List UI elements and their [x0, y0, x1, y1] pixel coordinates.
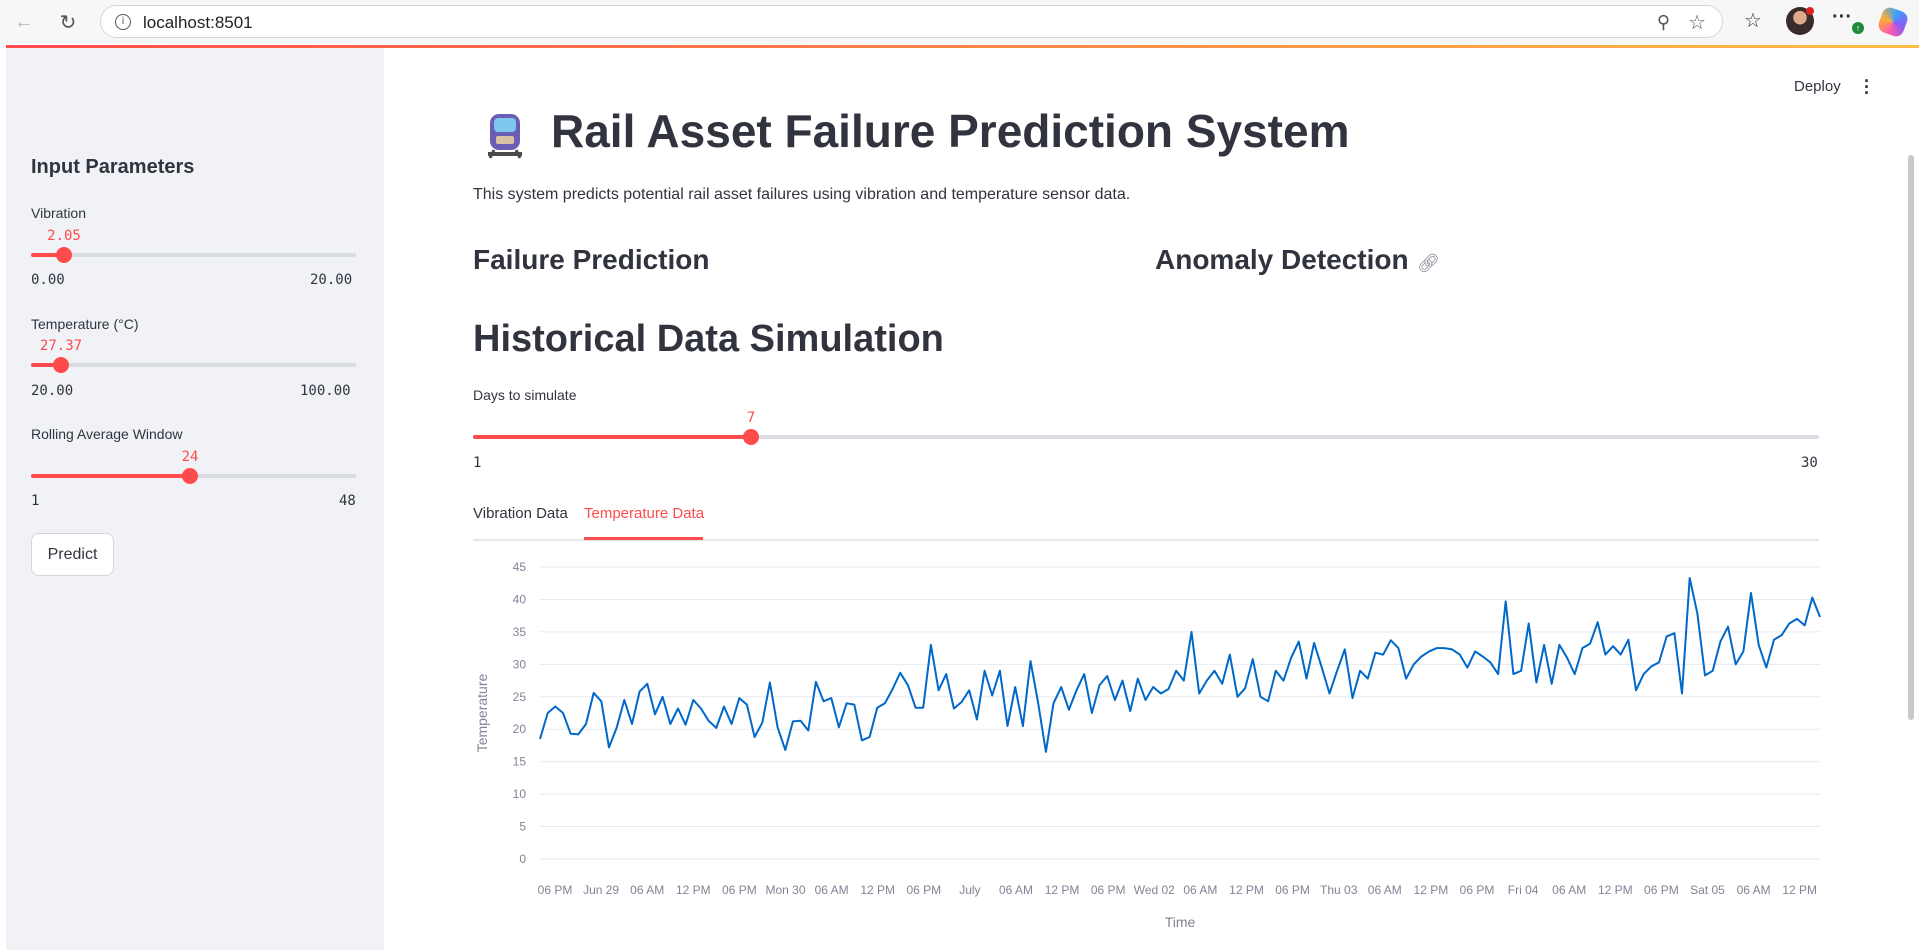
x-tick-label: 06 AM [1183, 883, 1217, 897]
predict-button[interactable]: Predict [31, 533, 114, 576]
deploy-button[interactable]: Deploy [1794, 78, 1841, 95]
x-tick-label: 12 PM [860, 883, 895, 897]
link-icon[interactable]: 🔗︎ [1417, 253, 1440, 273]
vibration-slider-fill [31, 253, 65, 257]
y-tick-label: 45 [513, 560, 527, 574]
page-scrollbar[interactable] [1908, 155, 1914, 720]
site-info-icon[interactable]: i [115, 14, 131, 30]
y-tick-label: 35 [513, 625, 527, 639]
x-tick-label: 06 PM [1091, 883, 1126, 897]
vibration-label: Vibration [31, 205, 87, 221]
page-description: This system predicts potential rail asse… [473, 186, 1131, 203]
days-slider-thumb[interactable] [743, 429, 760, 445]
x-tick-label: 06 PM [1644, 883, 1679, 897]
chart-tabs: Vibration Data Temperature Data [473, 505, 1819, 541]
vibration-slider-thumb[interactable] [56, 247, 73, 263]
vibration-max: 20.00 [310, 272, 353, 288]
temperature-label: Temperature (°C) [31, 316, 139, 332]
temperature-max: 100.00 [300, 383, 351, 399]
rolling-window-min: 1 [31, 493, 40, 509]
rolling-window-slider[interactable] [31, 468, 356, 484]
x-tick-label: 06 AM [1737, 883, 1771, 897]
y-tick-label: 30 [513, 657, 527, 671]
x-tick-label: 06 AM [999, 883, 1033, 897]
days-label: Days to simulate [473, 387, 577, 403]
zoom-icon[interactable]: ⚲ [1656, 12, 1670, 32]
x-tick-label: 06 PM [722, 883, 757, 897]
vibration-value: 2.05 [47, 228, 81, 244]
temperature-slider[interactable] [31, 357, 356, 373]
temperature-chart[interactable]: 0 5 10 15 20 25 30 35 40 45 06 PM Jun 29 06 AM 12 PM 0… [470, 550, 1830, 935]
x-tick-label: Mon 30 [765, 883, 805, 897]
x-tick-label: 12 PM [1782, 883, 1817, 897]
days-value: 7 [746, 410, 756, 426]
failure-prediction-heading: Failure Prediction [473, 244, 710, 275]
back-arrow-icon[interactable]: ← [14, 10, 34, 33]
temperature-slider-fill [31, 363, 61, 367]
notification-dot-icon [1806, 7, 1814, 15]
x-tick-label: 06 AM [815, 883, 849, 897]
vibration-slider[interactable] [31, 247, 356, 263]
y-tick-label: 25 [513, 690, 527, 704]
x-tick-label: 12 PM [1414, 883, 1449, 897]
temperature-slider-thumb[interactable] [52, 357, 69, 373]
days-slider[interactable] [473, 429, 1819, 445]
more-menu-icon[interactable]: ··· [1832, 6, 1852, 28]
x-tick-label: Jun 29 [583, 883, 619, 897]
rolling-window-slider-fill [31, 474, 190, 478]
tab-temperature-data[interactable]: Temperature Data [584, 505, 705, 522]
x-tick-label: 06 AM [1368, 883, 1402, 897]
x-tick-label: 12 PM [1045, 883, 1080, 897]
url-text[interactable]: localhost:8501 [143, 13, 253, 32]
tab-vibration-data[interactable]: Vibration Data [473, 505, 568, 522]
sidebar-title: Input Parameters [31, 156, 195, 178]
x-tick-label: Thu 03 [1320, 883, 1358, 897]
x-tick-label: 12 PM [1598, 883, 1633, 897]
x-tick-label: July [959, 883, 980, 897]
x-tick-label: 06 PM [906, 883, 941, 897]
sidebar [6, 48, 384, 950]
address-bar[interactable]: i localhost:8501 ⚲ ☆ [100, 5, 1723, 38]
y-tick-label: 15 [513, 755, 527, 769]
x-tick-label: 12 PM [1229, 883, 1264, 897]
days-max: 30 [1801, 455, 1818, 471]
days-min: 1 [473, 455, 482, 471]
train-icon [488, 114, 522, 159]
temperature-min: 20.00 [31, 383, 74, 399]
y-tick-label: 0 [519, 852, 526, 866]
update-arrow-icon: ↑ [1852, 22, 1864, 34]
y-tick-label: 5 [519, 820, 526, 834]
x-tick-label: 06 PM [538, 883, 573, 897]
y-axis-label: Temperature [474, 673, 490, 752]
favorites-icon[interactable]: ☆ [1744, 10, 1762, 32]
y-tick-label: 20 [513, 722, 527, 736]
historical-simulation-heading: Historical Data Simulation [473, 318, 944, 360]
x-tick-label: Sat 05 [1690, 883, 1725, 897]
temperature-value: 27.37 [39, 338, 83, 354]
anomaly-detection-heading: Anomaly Detection [1155, 244, 1409, 275]
reload-icon[interactable]: ↻ [59, 11, 77, 34]
vibration-min: 0.00 [31, 272, 65, 288]
y-tick-label: 10 [513, 787, 527, 801]
rolling-window-max: 48 [339, 493, 356, 509]
x-tick-label: 12 PM [676, 883, 711, 897]
y-tick-label: 40 [513, 592, 527, 606]
x-tick-label: Wed 02 [1134, 883, 1175, 897]
x-tick-label: Fri 04 [1508, 883, 1539, 897]
x-tick-label: 06 AM [1552, 883, 1586, 897]
x-tick-label: 06 PM [1460, 883, 1495, 897]
x-axis-label: Time [1165, 914, 1196, 930]
days-slider-fill [473, 435, 752, 439]
rolling-window-value: 24 [181, 449, 199, 465]
x-tick-label: 06 PM [1275, 883, 1310, 897]
bookmark-star-icon[interactable]: ☆ [1688, 12, 1706, 34]
main-menu-icon[interactable]: · · · [1864, 71, 1870, 103]
app-header-decoration [6, 45, 1919, 48]
temperature-series-line [539, 577, 1821, 753]
rolling-window-slider-thumb[interactable] [181, 468, 198, 484]
active-tab-indicator [584, 537, 703, 540]
x-tick-label: 06 AM [630, 883, 664, 897]
rolling-window-label: Rolling Average Window [31, 426, 183, 442]
page-title: Rail Asset Failure Prediction System [551, 105, 1350, 157]
